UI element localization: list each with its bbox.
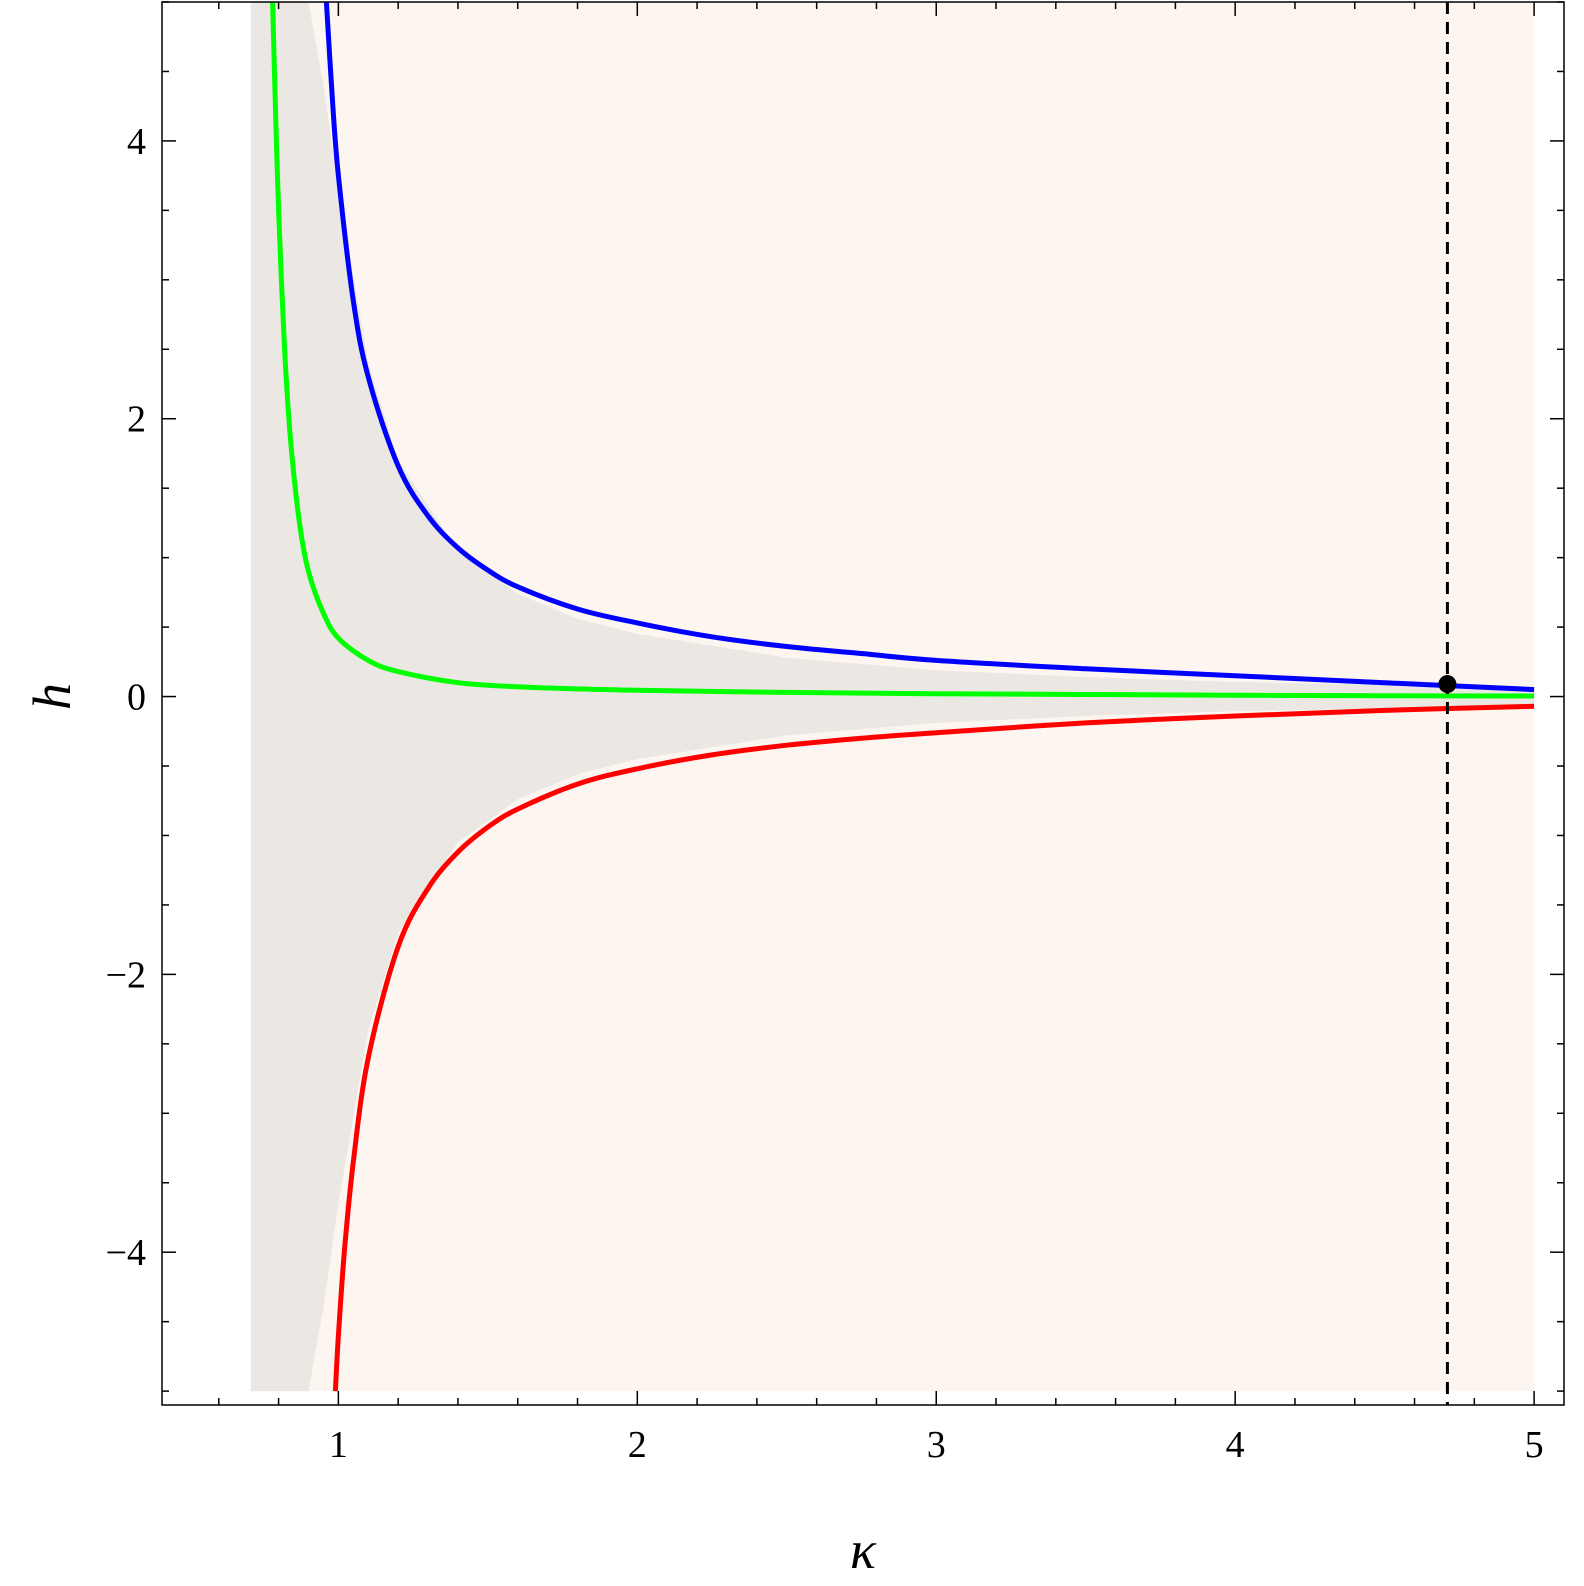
x-tick-label: 5 [1525, 1424, 1544, 1466]
reference-layer [1438, 2, 1457, 1405]
y-tick-label: 2 [127, 399, 146, 441]
axis-ticks [162, 1, 1564, 1405]
blue-curve [323, 1, 1535, 693]
plot-frame [161, 1, 1565, 1406]
x-tick-label: 1 [329, 1424, 348, 1466]
x-tick-label: 2 [628, 1424, 647, 1466]
y-tick-labels: −4 −2 0 2 4 [106, 121, 146, 1274]
y-tick-label: −4 [106, 1232, 146, 1274]
data-point-marker [1438, 675, 1457, 694]
x-tick-label: 4 [1226, 1424, 1245, 1466]
y-tick-label: 4 [127, 121, 146, 163]
series-layer [270, 1, 1535, 1392]
x-tick-labels: 1 2 3 4 5 [329, 1424, 1544, 1466]
y-tick-label: −2 [106, 954, 146, 996]
green-curve [270, 1, 1535, 699]
y-axis-label: h [22, 683, 82, 710]
x-axis-label: κ [850, 1520, 877, 1580]
red-curve [332, 703, 1535, 1392]
inner-region [250, 2, 1535, 1392]
x-tick-label: 3 [927, 1424, 946, 1466]
y-tick-label: 0 [127, 677, 146, 719]
